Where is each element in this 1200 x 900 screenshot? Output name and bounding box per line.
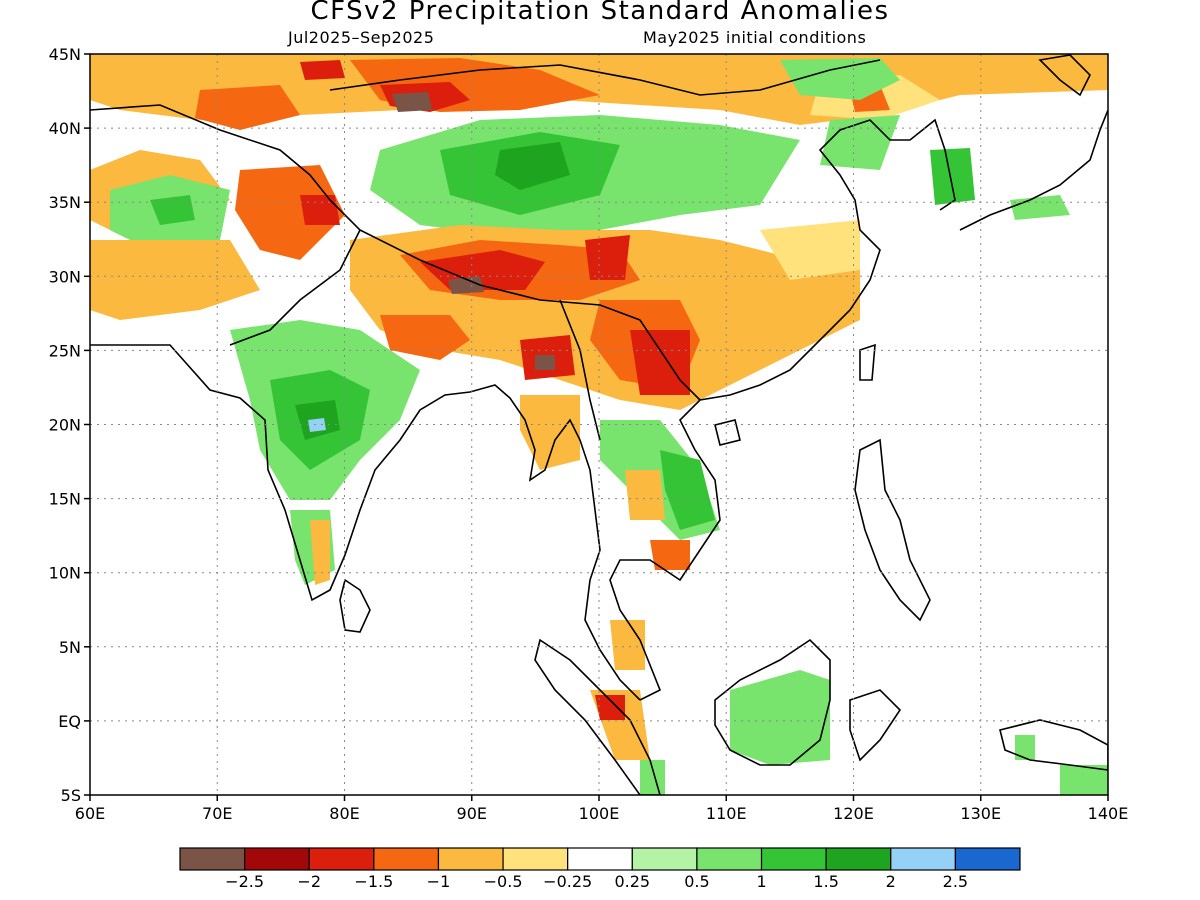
coastline — [90, 344, 641, 701]
lat-tick-label: 5S — [61, 786, 81, 805]
lon-tick-label: 70E — [202, 804, 232, 823]
anomaly-patch — [1060, 765, 1108, 795]
border — [559, 299, 601, 441]
coastline — [1038, 54, 1091, 97]
legend-swatch — [244, 847, 310, 871]
legend-label: −0.25 — [543, 872, 592, 891]
lat-tick-label: 30N — [49, 267, 81, 286]
coastline — [849, 689, 902, 762]
anomaly-patch — [780, 58, 900, 100]
longitude-axis: 60E 70E 80E 90E 100E 110E 120E 130E 140E — [75, 795, 1129, 823]
anomaly-patch — [1010, 195, 1070, 220]
lon-tick-label: 80E — [329, 804, 359, 823]
legend-label: 2 — [886, 872, 896, 891]
anomaly-patch — [630, 330, 690, 395]
legend-label: −2.5 — [225, 872, 264, 891]
legend-label: −2 — [297, 872, 321, 891]
lat-tick-label: 10N — [49, 564, 81, 583]
lon-tick-label: 90E — [457, 804, 487, 823]
anomaly-patch — [610, 620, 645, 670]
border — [90, 104, 361, 346]
lat-tick-label: 25N — [49, 341, 81, 360]
forecast-period: Jul2025–Sep2025 — [288, 28, 435, 47]
legend-swatch — [308, 847, 375, 871]
legend-swatch — [890, 847, 956, 871]
grid — [90, 54, 1108, 795]
legend-swatch — [373, 847, 440, 871]
coastline — [534, 638, 661, 795]
legend-label: −1 — [427, 872, 451, 891]
legend-swatch — [631, 847, 698, 871]
legend-label: 1.5 — [813, 872, 838, 891]
anomaly-patch — [1015, 735, 1035, 760]
lat-tick-label: 35N — [49, 193, 81, 212]
coastlines — [90, 54, 1108, 795]
coastline — [999, 719, 1108, 771]
lon-tick-label: 110E — [706, 804, 747, 823]
legend-swatch — [760, 847, 827, 871]
anomaly-patch — [625, 470, 665, 520]
anomaly-patch — [90, 240, 260, 320]
anomaly-patch — [448, 276, 484, 294]
anomaly-patch — [380, 315, 470, 360]
legend-label: −1.5 — [354, 872, 393, 891]
latitude-axis: 45N 40N 35N 30N 25N 20N 15N 10N 5N EQ 5S — [49, 45, 90, 805]
coastline — [714, 638, 831, 766]
legend-swatch — [437, 847, 504, 871]
anomaly-patch — [930, 148, 975, 205]
legend-label: 0.5 — [684, 872, 709, 891]
anomaly-field — [90, 54, 1108, 795]
legend-label: 0.25 — [614, 872, 650, 891]
map-title: CFSv2 Precipitation Standard Anomalies — [310, 0, 890, 26]
anomaly-patch — [535, 355, 555, 370]
lon-tick-label: 140E — [1088, 804, 1129, 823]
legend-swatch — [954, 847, 1021, 871]
anomaly-patch — [760, 220, 860, 280]
anomaly-patch — [595, 695, 625, 720]
lat-tick-label: EQ — [58, 712, 81, 731]
legend-label: 1 — [756, 872, 766, 891]
anomaly-patch — [820, 115, 900, 170]
anomaly-patch — [730, 670, 830, 765]
border — [359, 229, 701, 401]
anomaly-patch — [660, 450, 715, 530]
coastline — [859, 343, 876, 381]
coastline — [609, 118, 956, 701]
color-legend: −2.5 −2 −1.5 −1 −0.5 −0.25 0.25 0.5 1 1.5 2 2.5 — [179, 847, 1021, 891]
anomaly-patch — [308, 418, 326, 432]
anomaly-patch — [300, 60, 345, 80]
anomaly-patch — [640, 760, 665, 795]
anomaly-patch — [650, 540, 690, 570]
border — [329, 59, 881, 96]
anomaly-patch — [310, 520, 330, 585]
anomaly-patch — [585, 235, 630, 280]
coastline — [339, 578, 371, 633]
coastline — [714, 419, 741, 446]
legend-swatch — [696, 847, 763, 871]
lon-tick-label: 100E — [579, 804, 620, 823]
lon-tick-label: 120E — [833, 804, 874, 823]
legend-label: 2.5 — [943, 872, 968, 891]
legend-swatch — [567, 847, 633, 871]
anomaly-patch — [300, 195, 340, 225]
legend-swatch — [502, 847, 569, 871]
legend-swatch — [825, 847, 892, 871]
coastline — [959, 109, 1108, 231]
anomaly-patch — [495, 142, 570, 190]
coastline — [854, 438, 931, 622]
legend-label: −0.5 — [484, 872, 523, 891]
lon-tick-label: 60E — [75, 804, 105, 823]
lat-tick-label: 45N — [49, 45, 81, 64]
lat-tick-label: 15N — [49, 490, 81, 509]
lon-tick-label: 130E — [960, 804, 1001, 823]
anomaly-patch — [392, 92, 432, 112]
lat-tick-label: 5N — [59, 638, 81, 657]
anomaly-patch — [235, 165, 345, 260]
legend-swatch — [179, 847, 246, 871]
lat-tick-label: 40N — [49, 119, 81, 138]
anomaly-patch — [195, 85, 300, 130]
lat-tick-label: 20N — [49, 416, 81, 435]
initial-conditions: May2025 initial conditions — [643, 28, 867, 47]
